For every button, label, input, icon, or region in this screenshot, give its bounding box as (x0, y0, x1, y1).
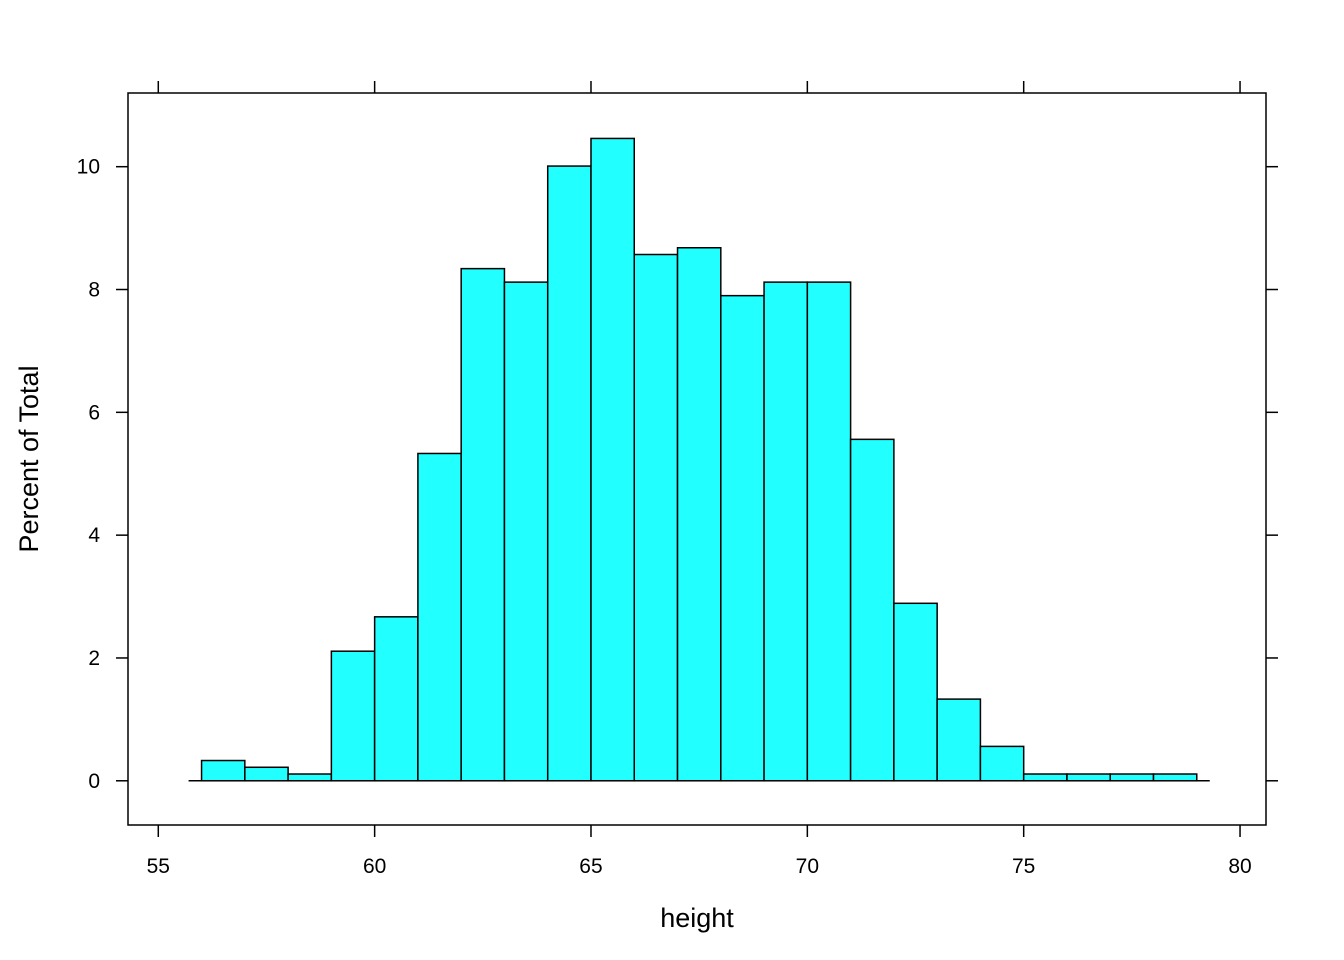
x-tick-label-80: 80 (1228, 855, 1251, 878)
bar-64-65 (546, 165, 592, 782)
y-tick-label-4: 4 (88, 524, 100, 547)
bar-66-67 (633, 253, 679, 782)
bar-78-79 (1152, 773, 1198, 782)
bar-72-73 (893, 602, 938, 782)
bar-67-68 (676, 247, 722, 782)
bar-74-75 (979, 745, 1025, 782)
bar-70-71 (806, 281, 852, 782)
bar-73-74 (936, 698, 982, 782)
bar-57-58 (244, 766, 289, 782)
bar-56-57 (200, 759, 246, 782)
bar-63-64 (503, 281, 549, 782)
plot-frame (127, 92, 1267, 826)
bar-69-70 (763, 281, 809, 782)
bar-60-61 (373, 616, 419, 782)
x-tick-label-55: 55 (147, 855, 170, 878)
y-tick-label-8: 8 (88, 279, 100, 302)
bar-65-66 (590, 137, 636, 782)
y-tick-label-2: 2 (88, 647, 100, 670)
bar-59-60 (330, 650, 376, 782)
x-tick-label-70: 70 (796, 855, 819, 878)
bar-71-72 (849, 438, 895, 782)
y-axis-title: Percent of Total (14, 365, 44, 552)
bar-62-63 (460, 267, 506, 782)
bar-76-77 (1066, 773, 1111, 782)
bar-61-62 (417, 452, 462, 782)
y-tick-label-6: 6 (88, 401, 100, 424)
x-tick-label-65: 65 (579, 855, 602, 878)
bar-58-59 (287, 773, 333, 782)
bars-group (200, 137, 1198, 782)
y-tick-label-10: 10 (77, 156, 100, 179)
bar-77-78 (1109, 773, 1155, 782)
x-tick-label-60: 60 (363, 855, 386, 878)
x-axis-ticks: 55 60 65 70 75 80 (147, 81, 1252, 878)
y-axis-ticks: 0 2 4 6 8 10 (77, 156, 1278, 793)
bar-68-69 (720, 294, 765, 782)
x-tick-label-75: 75 (1012, 855, 1035, 878)
bar-75-76 (1022, 773, 1068, 782)
x-axis-title: height (660, 903, 734, 933)
y-tick-label-0: 0 (88, 770, 100, 793)
